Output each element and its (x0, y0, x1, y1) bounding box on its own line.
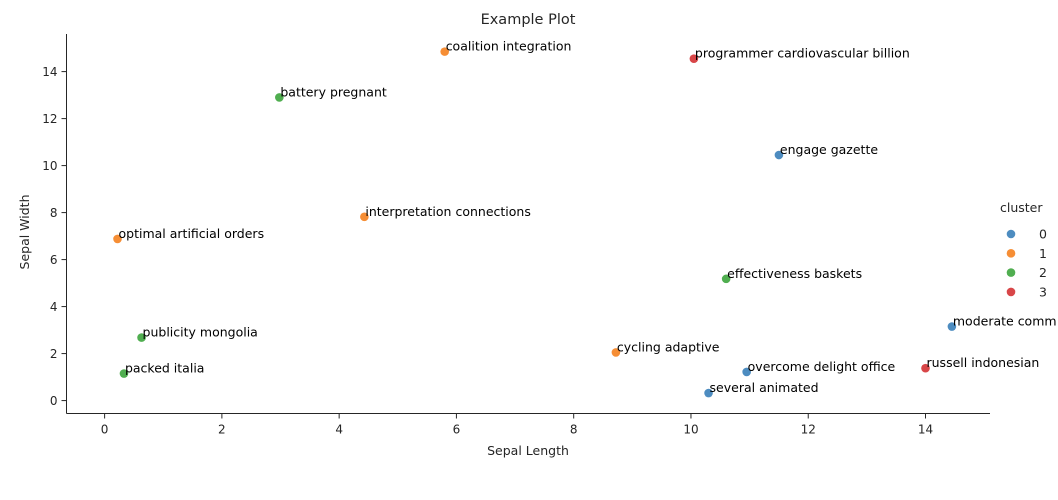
point-label: several animated (710, 380, 819, 395)
data-point (137, 333, 146, 342)
legend-marker (1006, 249, 1016, 258)
point-label: battery pregnant (280, 84, 387, 99)
legend-label: 2 (1039, 265, 1047, 280)
legend-label: 0 (1039, 227, 1047, 242)
y-tick-label: 12 (42, 112, 57, 126)
data-point (119, 369, 129, 378)
legend-marker (1006, 268, 1016, 277)
point-label: interpretation connections (365, 204, 530, 219)
data-point (742, 367, 751, 377)
y-axis-label: Sepal Width (17, 195, 32, 270)
data-point (947, 322, 957, 331)
x-tick-label: 0 (101, 423, 109, 437)
y-ticks: 0 2 4 6 8 10 12 14 (42, 65, 67, 408)
y-tick-label: 0 (50, 394, 58, 408)
point-label: programmer cardiovascular billion (695, 46, 910, 61)
point-label: optimal artificial orders (119, 226, 265, 241)
legend-marker (1006, 229, 1016, 239)
legend: cluster 0 1 2 3 (1000, 200, 1047, 299)
x-tick-label: 8 (570, 423, 578, 437)
y-tick-label: 8 (50, 206, 58, 220)
point-label: effectiveness baskets (727, 266, 862, 281)
data-point (275, 93, 284, 102)
point-labels: coalition integration programmer cardiova… (119, 39, 1057, 395)
point-label: packed italia (125, 361, 205, 376)
data-point (774, 150, 784, 160)
x-tick-label: 10 (683, 423, 698, 437)
point-label: publicity mongolia (143, 325, 258, 340)
data-point (689, 54, 699, 63)
x-ticks: 0 2 4 6 8 10 12 14 (101, 413, 933, 437)
x-tick-label: 2 (218, 423, 226, 437)
data-point (360, 212, 369, 222)
y-tick-label: 2 (50, 347, 58, 361)
y-tick-label: 4 (50, 300, 58, 314)
legend-marker (1006, 287, 1016, 297)
point-label: cycling adaptive (617, 339, 720, 354)
data-point (611, 348, 621, 357)
legend-label: 1 (1039, 246, 1047, 261)
legend-label: 3 (1039, 284, 1047, 299)
legend-title: cluster (1000, 200, 1043, 215)
data-point (721, 274, 731, 284)
legend-entries: 0 1 2 3 (1006, 227, 1047, 299)
y-tick-label: 14 (42, 65, 57, 79)
x-tick-label: 4 (335, 423, 343, 437)
point-label: moderate comm (953, 314, 1057, 329)
x-tick-label: 6 (453, 423, 461, 437)
point-label: engage gazette (780, 142, 878, 157)
x-axis-label: Sepal Length (487, 443, 569, 458)
data-point (440, 47, 449, 56)
x-tick-label: 14 (918, 423, 933, 437)
data-point (921, 363, 930, 373)
data-point (704, 388, 713, 398)
point-label: overcome delight office (748, 359, 896, 374)
point-label: coalition integration (446, 39, 572, 54)
y-tick-label: 6 (50, 253, 58, 267)
data-point (113, 234, 122, 244)
point-label: russell indonesian (927, 355, 1040, 370)
y-tick-label: 10 (42, 159, 57, 173)
chart-title: Example Plot (481, 12, 576, 28)
data-points (113, 47, 957, 398)
x-tick-label: 12 (801, 423, 816, 437)
